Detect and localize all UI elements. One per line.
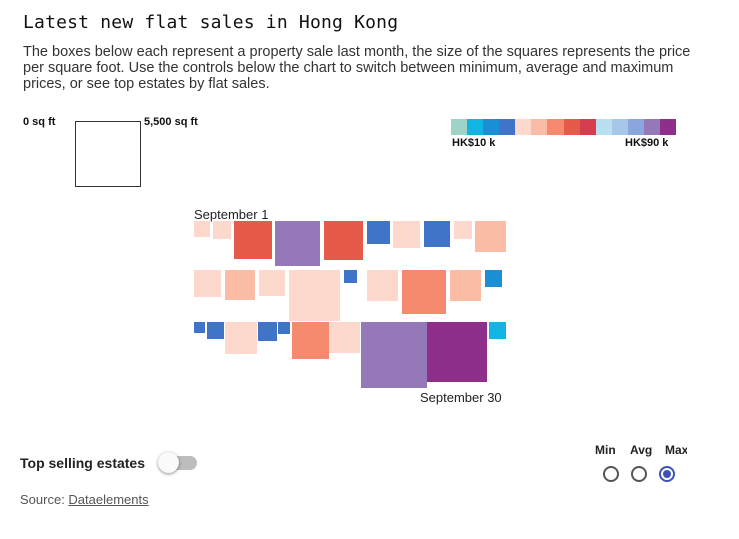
color-legend-swatch — [660, 119, 677, 135]
color-legend-swatch — [531, 119, 548, 135]
sale-box[interactable] — [207, 322, 224, 339]
radio-label-max: Max — [665, 443, 687, 457]
chart-description: The boxes below each represent a propert… — [23, 44, 691, 92]
sale-box[interactable] — [259, 270, 285, 296]
sale-box[interactable] — [367, 270, 398, 301]
sale-box[interactable] — [292, 322, 329, 359]
top-estates-toggle-knob[interactable] — [158, 452, 179, 473]
end-date-label: September 30 — [420, 390, 502, 405]
chart-title: Latest new flat sales in Hong Kong — [23, 12, 399, 33]
size-legend-min-label: 0 sq ft — [23, 116, 56, 128]
size-legend-box — [75, 121, 141, 187]
color-legend-swatch — [595, 119, 612, 135]
sale-box[interactable] — [402, 270, 446, 314]
color-legend-scale — [451, 119, 677, 135]
sale-box[interactable] — [278, 322, 290, 334]
size-legend-max-label: 5,500 sq ft — [144, 116, 198, 128]
sale-box[interactable] — [475, 221, 506, 252]
radio-avg[interactable] — [631, 466, 647, 482]
source-link[interactable]: Dataelements — [68, 492, 149, 507]
sale-box[interactable] — [367, 221, 390, 244]
start-date-label: September 1 — [194, 207, 269, 222]
radio-label-avg: Avg — [630, 443, 653, 457]
color-legend-swatch — [643, 119, 661, 135]
color-legend-swatch — [563, 119, 580, 135]
sale-box[interactable] — [393, 221, 420, 248]
sale-box[interactable] — [427, 322, 487, 382]
radio-max[interactable] — [659, 466, 675, 482]
sale-box[interactable] — [329, 322, 360, 353]
sale-box[interactable] — [258, 322, 277, 341]
sale-box[interactable] — [424, 221, 450, 247]
color-legend-swatch — [611, 119, 628, 135]
sale-box[interactable] — [194, 221, 210, 237]
sale-box[interactable] — [361, 322, 427, 388]
sale-box[interactable] — [225, 322, 257, 354]
color-legend-min-label: HK$10 k — [452, 137, 496, 149]
color-legend-swatch — [627, 119, 644, 135]
color-legend-swatch — [499, 119, 516, 135]
source-line: Source: Dataelements — [20, 492, 149, 507]
color-legend-swatch — [579, 119, 596, 135]
sale-box[interactable] — [213, 221, 231, 239]
radio-label-min: Min — [595, 443, 616, 457]
sale-box[interactable] — [194, 322, 205, 333]
sale-box[interactable] — [324, 221, 363, 260]
color-legend-swatch — [547, 119, 564, 135]
color-legend-max-label: HK$90 k — [625, 137, 669, 149]
radio-min[interactable] — [603, 466, 619, 482]
color-legend-swatch — [451, 119, 468, 135]
color-legend-swatch — [483, 119, 500, 135]
sale-box[interactable] — [234, 221, 272, 259]
sale-box[interactable] — [344, 270, 357, 283]
source-prefix: Source: — [20, 492, 69, 507]
sale-box[interactable] — [489, 322, 506, 339]
sale-box[interactable] — [450, 270, 481, 301]
sale-box[interactable] — [275, 221, 320, 266]
sale-box[interactable] — [194, 270, 221, 297]
color-legend-swatch — [467, 119, 484, 135]
top-estates-toggle-label: Top selling estates — [20, 455, 145, 471]
sale-box[interactable] — [485, 270, 502, 287]
color-legend-swatch — [515, 119, 532, 135]
sale-box[interactable] — [225, 270, 255, 300]
sale-box[interactable] — [454, 221, 472, 239]
sale-box[interactable] — [289, 270, 340, 321]
